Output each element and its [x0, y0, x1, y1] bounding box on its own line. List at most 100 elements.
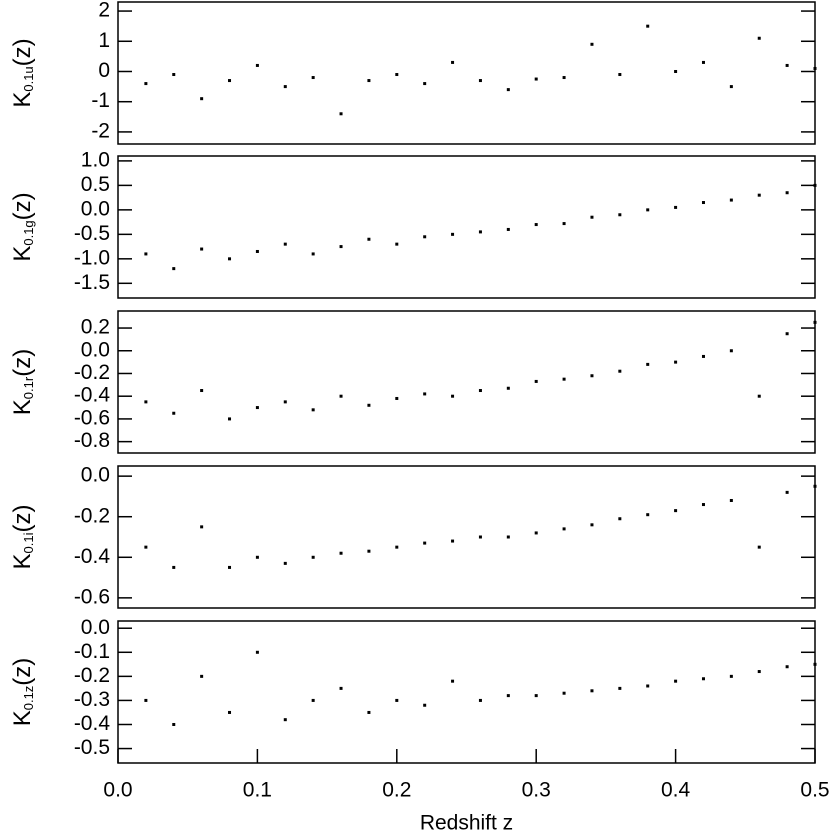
point	[729, 674, 733, 678]
point	[228, 565, 232, 569]
y-tick-label: 0.2	[81, 316, 110, 339]
point	[701, 354, 705, 358]
point	[144, 698, 148, 702]
point	[646, 513, 650, 517]
y-tick-label: -0.2	[74, 361, 110, 384]
point	[506, 227, 510, 231]
point	[590, 42, 594, 46]
point	[255, 650, 259, 654]
point	[339, 686, 343, 690]
point	[367, 549, 371, 553]
point	[255, 406, 259, 410]
point	[646, 24, 650, 28]
point	[367, 237, 371, 241]
point	[534, 77, 538, 81]
y-tick-label: 0	[98, 59, 110, 82]
point	[534, 223, 538, 227]
point	[813, 484, 817, 488]
y-label-main: K	[9, 246, 36, 262]
panel-frame	[117, 465, 816, 609]
point	[339, 245, 343, 249]
point	[813, 320, 817, 324]
point	[172, 73, 176, 77]
y-tick-label: 1	[98, 29, 110, 52]
point	[311, 76, 315, 80]
point	[562, 377, 566, 381]
y-tick-label: -1.5	[74, 271, 110, 294]
point	[228, 79, 232, 83]
point	[534, 531, 538, 535]
point	[590, 215, 594, 219]
y-tick-label: -0.1	[74, 640, 110, 663]
point	[311, 555, 315, 559]
point	[813, 183, 817, 187]
point	[283, 718, 287, 722]
point	[506, 386, 510, 390]
y-axis-label: K0.1u(z)	[9, 38, 36, 107]
y-tick-label: -2	[91, 119, 110, 142]
point	[283, 85, 287, 89]
point	[423, 82, 427, 86]
point	[478, 535, 482, 539]
point	[534, 379, 538, 383]
point	[590, 523, 594, 527]
x-tick-label: 0.4	[661, 779, 691, 802]
point	[200, 525, 204, 529]
point	[200, 247, 204, 251]
x-tick-label: 0.3	[522, 779, 551, 802]
point	[590, 689, 594, 693]
point	[255, 555, 259, 559]
point	[283, 242, 287, 246]
y-label-tail: (z)	[9, 38, 36, 66]
point	[200, 97, 204, 101]
y-label-sub: 0.1g	[21, 220, 36, 245]
point	[618, 73, 622, 77]
y-tick-label: 0.0	[81, 197, 110, 220]
point	[172, 411, 176, 415]
point	[395, 242, 399, 246]
y-tick-label: -0.2	[74, 504, 110, 527]
point	[674, 205, 678, 209]
y-tick-label: -1.0	[74, 246, 110, 269]
y-tick-label: -0.5	[74, 736, 110, 759]
y-axis-label: K0.1r(z)	[9, 349, 36, 415]
point	[311, 252, 315, 256]
point	[729, 85, 733, 89]
y-label-sub: 0.1r	[21, 376, 36, 399]
point	[395, 73, 399, 77]
point	[367, 403, 371, 407]
y-tick-label: 0.0	[81, 616, 110, 639]
point	[423, 703, 427, 707]
y-label-sub: 0.1z	[21, 686, 36, 711]
y-tick-label: 1.0	[81, 148, 110, 171]
point	[283, 561, 287, 565]
point	[423, 541, 427, 545]
point	[478, 230, 482, 234]
y-tick-label: -0.6	[74, 406, 110, 429]
y-tick-label: 0.0	[81, 464, 110, 487]
y-label-main: K	[9, 399, 36, 415]
point	[646, 684, 650, 688]
point	[785, 332, 789, 336]
point	[701, 677, 705, 681]
point	[367, 710, 371, 714]
y-label-main: K	[9, 92, 36, 108]
point	[562, 527, 566, 531]
point	[200, 674, 204, 678]
point	[395, 698, 399, 702]
point	[785, 490, 789, 494]
point	[423, 235, 427, 239]
point	[785, 665, 789, 669]
point	[228, 710, 232, 714]
point	[395, 396, 399, 400]
x-axis-label: Redshift z	[420, 812, 513, 832]
point	[729, 349, 733, 353]
point	[562, 691, 566, 695]
point	[729, 198, 733, 202]
point	[646, 362, 650, 366]
point	[674, 679, 678, 683]
point	[451, 679, 455, 683]
point	[757, 670, 761, 674]
point	[451, 60, 455, 64]
